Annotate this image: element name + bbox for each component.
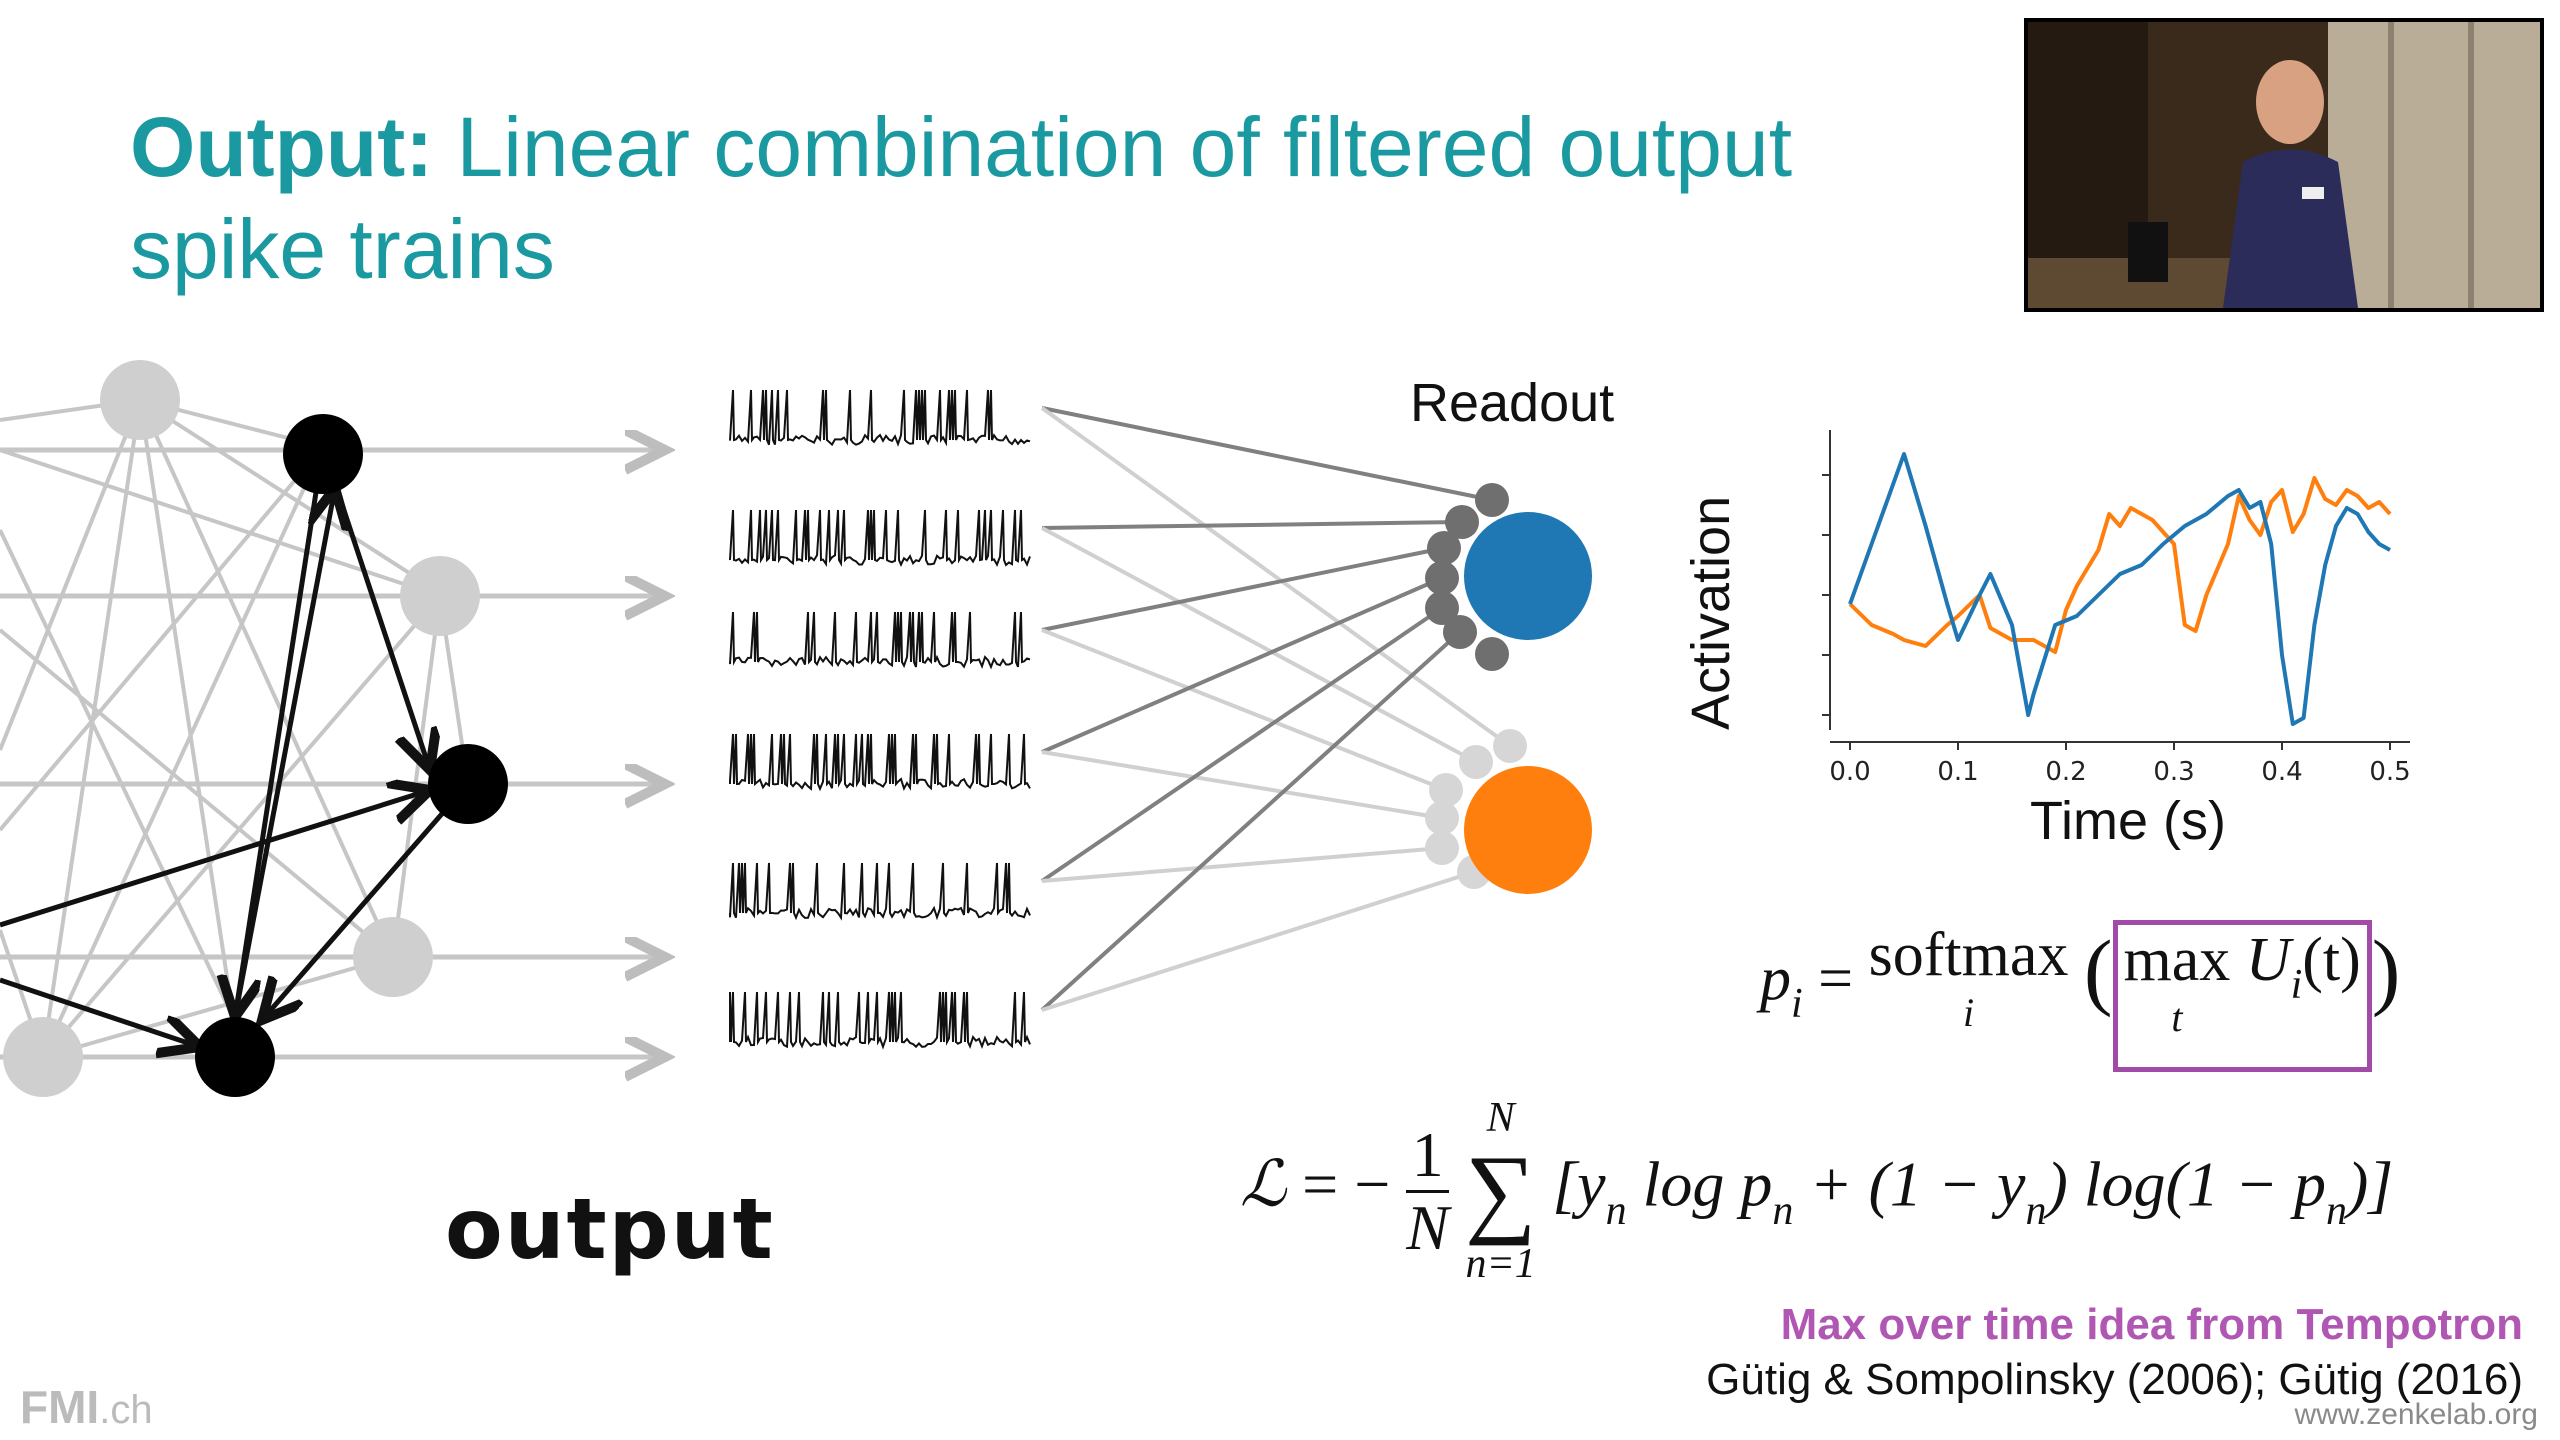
readout-connection-orange-5 bbox=[1041, 846, 1443, 883]
formula-u: U bbox=[2245, 926, 2291, 994]
readout-connection-blue-5 bbox=[1040, 606, 1444, 883]
synapse-blue-4 bbox=[1425, 561, 1459, 595]
readout-neuron-orange bbox=[1464, 766, 1592, 894]
synapse-blue-3 bbox=[1427, 531, 1461, 565]
formula-max: max bbox=[2123, 926, 2231, 994]
loss-sub-2: n bbox=[1772, 1187, 1794, 1234]
spike-train-3 bbox=[729, 611, 1031, 670]
chart-x-tick-label-2: 0.2 bbox=[2045, 757, 2086, 787]
citation-highlight: Max over time idea from Tempotron bbox=[1780, 1300, 2523, 1349]
spike-train-2 bbox=[729, 509, 1031, 568]
formula-p-lhs: p bbox=[1760, 945, 1791, 1013]
chart-ticks: 0.0 0.1 0.2 0.3 0.4 0.5 bbox=[1829, 742, 2411, 787]
network-black-connections bbox=[0, 446, 470, 1047]
loss-sub-1: n bbox=[1605, 1187, 1627, 1234]
synapse-blue-6 bbox=[1443, 615, 1477, 649]
formula-softmax: softmax bbox=[1868, 921, 2069, 989]
readout-connection-orange-4 bbox=[1041, 750, 1443, 820]
slide-title: Output: Linear combination of filtered o… bbox=[130, 96, 1970, 300]
synapse-orange-2 bbox=[1459, 745, 1493, 779]
readout-connection-orange-2 bbox=[1041, 526, 1477, 764]
chart-x-tick-label-1: 0.1 bbox=[1937, 757, 1978, 787]
fmi-logo-text: FMI bbox=[20, 1381, 100, 1433]
website-url: www.zenkelab.org bbox=[2294, 1398, 2538, 1431]
spike-train-5 bbox=[729, 862, 1031, 921]
synapse-orange-5 bbox=[1425, 831, 1459, 865]
activation-chart: 0.0 0.1 0.2 0.3 0.4 0.5 bbox=[1822, 430, 2411, 787]
chart-series-blue bbox=[1848, 452, 2391, 726]
loss-formula: ℒ = − 1 N N ∑ n=1 [yn log pn + (1 − yn) … bbox=[1240, 1090, 2393, 1292]
readout-neuron-blue bbox=[1464, 512, 1592, 640]
readout-connection-orange-1 bbox=[1040, 406, 1512, 748]
readout-synapses bbox=[1425, 483, 1527, 889]
spike-trains-and-readout bbox=[729, 389, 1592, 1050]
network-gray-connections bbox=[0, 398, 470, 1059]
spike-train-1 bbox=[729, 389, 1031, 447]
synapse-blue-1 bbox=[1475, 483, 1509, 517]
slide-title-text: Linear combination of filtered output sp… bbox=[130, 100, 1793, 296]
output-label: output bbox=[445, 1180, 775, 1278]
synapse-blue-5 bbox=[1425, 591, 1459, 625]
loss-sum-bottom: n=1 bbox=[1465, 1241, 1536, 1287]
loss-frac-num: 1 bbox=[1406, 1119, 1449, 1193]
output-arrows bbox=[0, 450, 665, 1057]
speaker-video-thumbnail bbox=[2024, 18, 2544, 312]
network-neurons bbox=[3, 360, 508, 1097]
fmi-logo: FMI.ch bbox=[20, 1380, 153, 1434]
chart-lines bbox=[1848, 452, 2392, 726]
readout-connection-blue-4 bbox=[1041, 576, 1443, 754]
formula-u-sub: i bbox=[2290, 962, 2303, 1008]
synapse-orange-4 bbox=[1425, 801, 1459, 835]
spike-train-4 bbox=[729, 733, 1031, 792]
synapse-orange-3 bbox=[1429, 773, 1463, 807]
citation-references: Gütig & Sompolinsky (2006); Gütig (2016) bbox=[1706, 1355, 2523, 1404]
loss-sub-4: n bbox=[2326, 1187, 2348, 1234]
synapse-blue-7 bbox=[1475, 637, 1509, 671]
loss-body-4: ) log(1 − p bbox=[2046, 1148, 2327, 1220]
formula-u-arg: (t) bbox=[2302, 926, 2361, 994]
spike-train-6 bbox=[729, 991, 1031, 1050]
readout-connection-orange-3 bbox=[1041, 628, 1447, 792]
chart-series-orange bbox=[1848, 476, 2392, 654]
recurrent-network-diagram bbox=[0, 360, 720, 1097]
chart-axes bbox=[1822, 430, 2410, 743]
loss-body-5: )] bbox=[2347, 1148, 2394, 1220]
loss-sub-3: n bbox=[2025, 1187, 2047, 1234]
readout-connection-blue-1 bbox=[1041, 406, 1493, 502]
chart-x-axis-label: Time (s) bbox=[2030, 791, 2226, 851]
loss-sum-top: N bbox=[1486, 1095, 1515, 1141]
formula-softmax-sub: i bbox=[1962, 990, 1975, 1035]
loss-frac-den: N bbox=[1406, 1191, 1449, 1263]
readout-label: Readout bbox=[1410, 373, 1615, 433]
readout-connections bbox=[1040, 406, 1512, 1012]
loss-body-2: log p bbox=[1642, 1148, 1773, 1220]
chart-x-tick-label-5: 0.5 bbox=[2369, 757, 2410, 787]
readout-connection-blue-3 bbox=[1041, 546, 1445, 632]
formula-p-lhs-sub: i bbox=[1791, 981, 1803, 1027]
chart-x-tick-label-4: 0.4 bbox=[2261, 757, 2302, 787]
slide-title-bold: Output: bbox=[130, 100, 434, 194]
chart-x-tick-label-0: 0.0 bbox=[1829, 757, 1870, 787]
loss-body-3: + (1 − y bbox=[1809, 1148, 2026, 1220]
chart-x-tick-label-3: 0.3 bbox=[2153, 757, 2194, 787]
fmi-logo-suffix: .ch bbox=[99, 1388, 153, 1432]
synapse-blue-2 bbox=[1445, 505, 1479, 539]
spike-trains bbox=[729, 389, 1031, 1050]
readout-connection-orange-6 bbox=[1041, 870, 1475, 1012]
synapse-orange-1 bbox=[1493, 729, 1527, 763]
loss-body-1: [y bbox=[1552, 1148, 1606, 1220]
readout-connection-blue-2 bbox=[1041, 520, 1463, 530]
chart-y-axis-label: Activation bbox=[1681, 495, 1741, 730]
softmax-formula: pi = softmax i ( max t Ui(t) ) bbox=[1760, 920, 2400, 1072]
readout-connection-blue-6 bbox=[1040, 630, 1462, 1012]
loss-lhs: ℒ bbox=[1240, 1148, 1287, 1220]
speaker-video-image bbox=[2028, 22, 2540, 308]
formula-max-sub: t bbox=[2171, 995, 2183, 1040]
